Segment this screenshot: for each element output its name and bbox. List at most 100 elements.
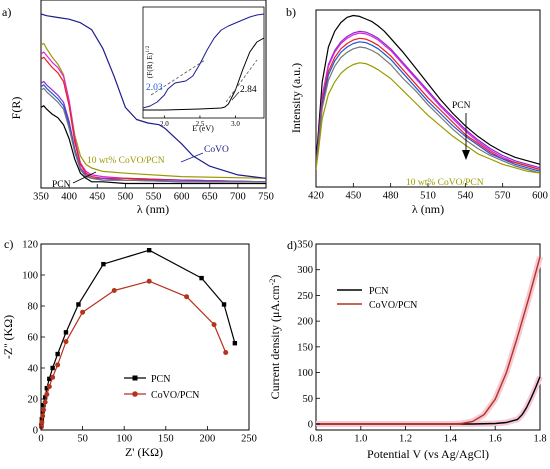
panel-a-x-tick-label: 400 [61, 192, 77, 203]
lsv-line-1 [316, 376, 541, 425]
panel-c-x-tick-label: 0 [38, 434, 43, 445]
panel-c-y-tick-label: 120 [22, 240, 38, 251]
panel-d-y-tick-label: 300 [297, 265, 313, 276]
panel-d-y-tick-label: 200 [297, 317, 313, 328]
panel-d-x-label: Potential V (vs Ag/AgCl) [367, 447, 489, 461]
panel-a: a) 350 400 450 500 550 600 650 700 750 λ (nm) F(… [2, 0, 274, 216]
panel-c-x-ticks: 0 50 100 150 200 250 [38, 426, 257, 445]
eis-point [47, 376, 52, 382]
eis-point [42, 395, 48, 400]
band-gap-pointer-2 [231, 91, 240, 101]
pl-series-3 [316, 32, 540, 171]
eis-point [211, 322, 217, 328]
pl-series-6 [316, 46, 540, 174]
eis-point [184, 294, 190, 300]
panel-a-x-label: λ (nm) [137, 202, 169, 216]
panel-d-y-tick-label: 100 [297, 368, 313, 379]
panel-d-x-tick-label: 0.8 [309, 434, 322, 445]
uv-vis-series-4 [41, 56, 266, 183]
panel-c-x-tick-label: 100 [116, 434, 132, 445]
panel-d-y-label: Current density (μA.cm-2) [268, 275, 282, 400]
panel-c-x-tick-label: 50 [77, 434, 88, 445]
panel-c-x-tick-label: 200 [200, 434, 216, 445]
panel-c-x-tick-label: 150 [158, 434, 174, 445]
panel-c-y-tick-label: 20 [28, 395, 39, 406]
panel-d-y-ticks: 0 50 100 150 200 250 300 350 [297, 240, 320, 431]
panel-a-x-tick-label: 500 [118, 192, 134, 203]
panel-a-x-tick-label: 700 [230, 192, 246, 203]
eis-point [111, 288, 117, 293]
legend-d-pcn-label: PCN [369, 286, 388, 297]
tauc-series-2 [143, 37, 265, 111]
eis-point [40, 413, 46, 419]
inset-frame [142, 6, 265, 119]
band-gap-label-2: 2.84 [240, 85, 257, 95]
panel-d-x-tick-label: 1.0 [354, 434, 367, 445]
panel-a-inset: 2.03 2.84 2.0 2.5 3.0 E (eV) (F(R) E)1/2 [142, 6, 265, 133]
panel-d-series [316, 256, 543, 427]
uv-vis-series-8 [41, 13, 266, 179]
panel-a-pcn-pointer [72, 171, 97, 184]
panel-b-series [316, 14, 540, 174]
panel-b-x-label: λ (nm) [412, 202, 444, 216]
eis-point [42, 399, 48, 405]
panel-c-y-tick-label: 0 [33, 426, 38, 437]
lsv-line-2 [316, 256, 541, 425]
inset-tangent-2 [225, 59, 258, 103]
panel-a-x-tick-label: 350 [33, 192, 49, 203]
eis-point [63, 339, 69, 345]
pl-series-2 [316, 30, 540, 169]
eis-point [40, 407, 46, 413]
inset-x-tick-label: 2.5 [196, 120, 205, 128]
panel-d-y-tick-label: 150 [297, 342, 313, 353]
panel-b-x-tick-label: 600 [532, 191, 548, 202]
eis-point [146, 278, 152, 284]
eis-point [232, 341, 238, 346]
panel-c-y-tick-label: 80 [28, 302, 39, 313]
lsv-glow-1 [316, 375, 543, 427]
panel-b-arrowhead [462, 150, 470, 160]
panel-b-x-tick-label: 570 [495, 191, 511, 202]
eis-point [38, 424, 44, 430]
panel-b-pcn-annotation: PCN [452, 101, 471, 111]
panel-c: c) 0 50 100 150 200 250 0 20 40 60 80 100 120 Z' (K… [1, 237, 257, 459]
panel-b-x-tick-label: 480 [383, 191, 399, 202]
eis-point [63, 330, 69, 335]
panel-d-x-ticks: 0.8 1.0 1.2 1.4 1.6 1.8 [309, 426, 547, 445]
legend-d-covo-label: CoVO/PCN [369, 300, 417, 311]
panel-c-frame [40, 243, 250, 431]
panel-d-y-tick-label: 350 [297, 240, 313, 251]
eis-point [55, 351, 60, 357]
panel-a-x-tick-label: 450 [89, 192, 105, 203]
eis-point [55, 362, 61, 368]
panel-c-y-tick-label: 100 [22, 271, 38, 282]
eis-point [39, 419, 45, 425]
eis-point [223, 350, 229, 355]
inset-x-label: E (eV) [192, 124, 214, 133]
panel-d-label: d) [287, 238, 297, 252]
uv-vis-series-7 [41, 87, 266, 183]
eis-point [221, 302, 227, 307]
pl-series-4 [316, 37, 540, 171]
panel-d-x-tick-label: 1.4 [444, 434, 458, 445]
uv-vis-series-1 [41, 105, 266, 185]
inset-x-tick-label: 3.0 [231, 120, 240, 128]
panel-d-x-tick-label: 1.6 [489, 434, 502, 445]
panel-a-sample-annotation: 10 wt% CoVO/PCN [87, 156, 165, 166]
eis-point [41, 403, 46, 408]
eis-point [50, 374, 56, 380]
panel-a-x-ticks: 350 400 450 500 550 600 650 700 750 [33, 184, 274, 203]
pl-series-1 [316, 14, 540, 165]
panel-c-y-tick-label: 40 [28, 364, 39, 375]
panel-a-x-tick-label: 650 [202, 192, 218, 203]
panel-d-y-tick-label: 250 [297, 291, 313, 302]
panel-a-covo-pointer [180, 152, 204, 163]
pl-series-7 [316, 62, 540, 174]
panel-a-x-tick-label: 750 [258, 192, 274, 203]
panel-c-label: c) [4, 237, 13, 251]
panel-d-legend: PCN CoVO/PCN [337, 286, 417, 311]
eis-line-1 [40, 249, 236, 426]
panel-d-y-tick-label: 50 [303, 394, 314, 405]
panel-d-frame [315, 243, 541, 431]
